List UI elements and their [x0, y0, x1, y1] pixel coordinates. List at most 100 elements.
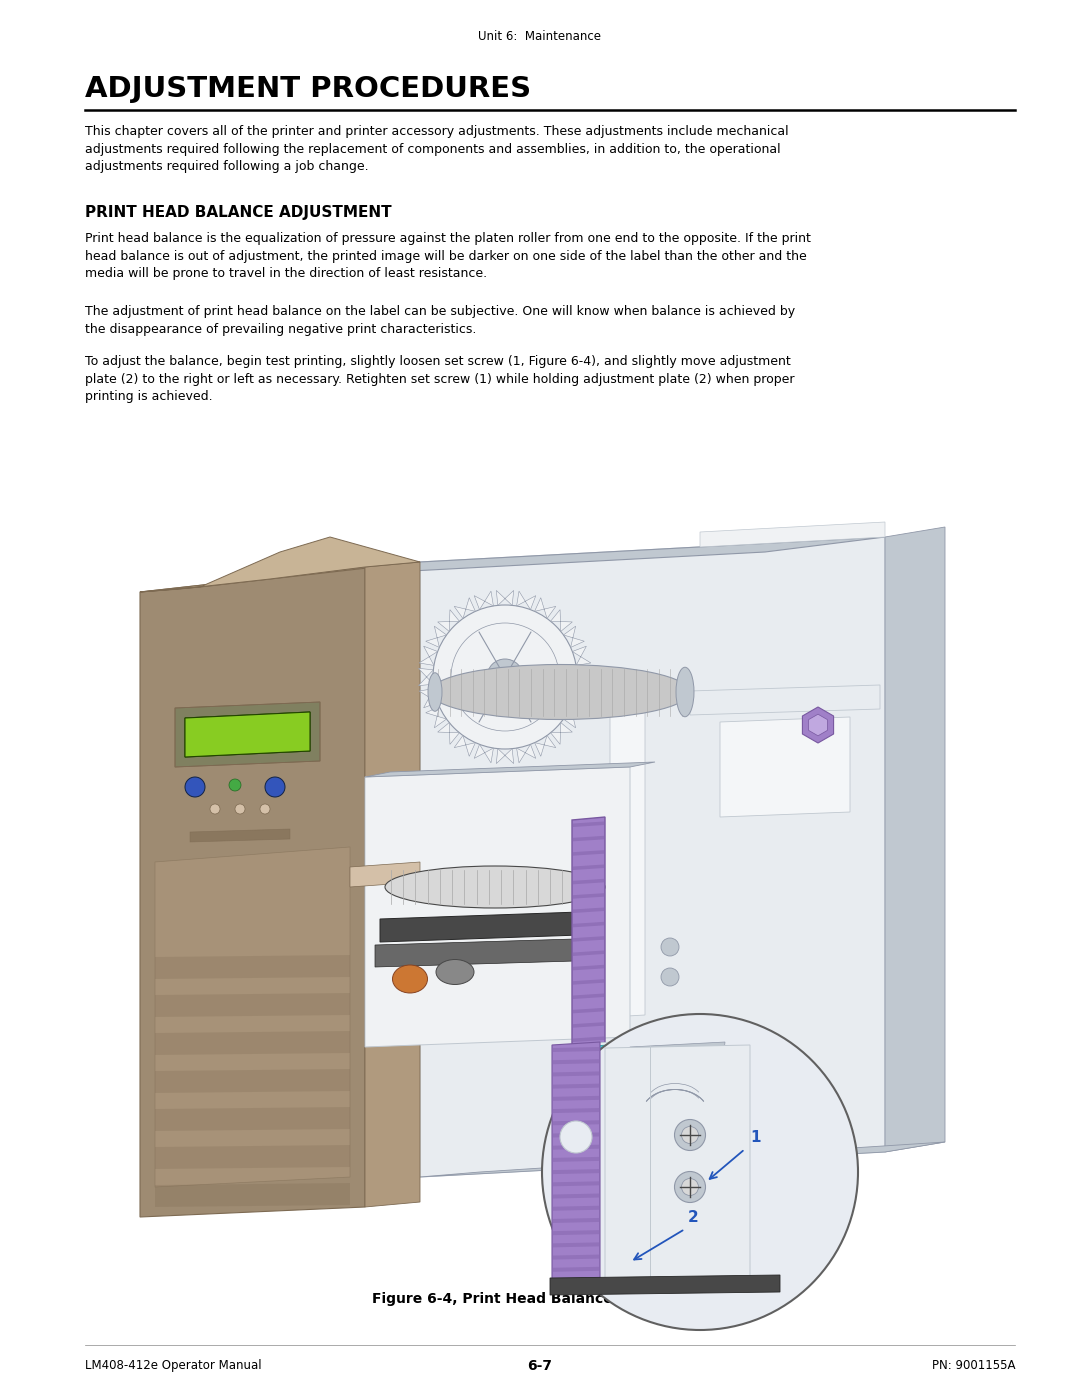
Polygon shape: [553, 1095, 599, 1101]
Polygon shape: [497, 749, 514, 764]
Polygon shape: [885, 527, 945, 1153]
Circle shape: [561, 1120, 592, 1153]
Polygon shape: [573, 950, 604, 956]
Polygon shape: [140, 567, 365, 1217]
Text: Figure 6-4, Print Head Balance Adjustment: Figure 6-4, Print Head Balance Adjustmen…: [372, 1292, 708, 1306]
Polygon shape: [720, 717, 850, 817]
Polygon shape: [535, 735, 556, 756]
Text: The adjustment of print head balance on the label can be subjective. One will kn: The adjustment of print head balance on …: [85, 305, 795, 335]
Polygon shape: [365, 761, 654, 777]
Polygon shape: [156, 993, 350, 1017]
Circle shape: [260, 805, 270, 814]
Polygon shape: [553, 1059, 599, 1065]
Polygon shape: [437, 722, 459, 745]
Text: Print head balance is the equalization of pressure against the platen roller fro: Print head balance is the equalization o…: [85, 232, 811, 279]
Polygon shape: [564, 707, 584, 728]
Polygon shape: [156, 1069, 350, 1092]
Polygon shape: [455, 598, 475, 619]
Polygon shape: [190, 828, 291, 842]
Polygon shape: [573, 936, 604, 942]
Polygon shape: [585, 1039, 650, 1062]
Ellipse shape: [392, 965, 428, 993]
Polygon shape: [553, 1084, 599, 1088]
Polygon shape: [572, 817, 605, 1052]
Polygon shape: [553, 1231, 599, 1235]
Polygon shape: [552, 1042, 600, 1292]
Circle shape: [451, 623, 559, 731]
Polygon shape: [474, 745, 494, 763]
Polygon shape: [140, 562, 420, 592]
Polygon shape: [553, 1242, 599, 1248]
Polygon shape: [418, 668, 433, 686]
Polygon shape: [553, 1193, 599, 1199]
Circle shape: [661, 968, 679, 986]
Ellipse shape: [676, 668, 694, 717]
Polygon shape: [420, 536, 885, 1178]
Polygon shape: [156, 1146, 350, 1169]
Circle shape: [433, 605, 577, 749]
Polygon shape: [474, 591, 494, 609]
Polygon shape: [573, 922, 604, 928]
Text: 1: 1: [750, 1130, 760, 1146]
Text: PRINT HEAD BALANCE ADJUSTMENT: PRINT HEAD BALANCE ADJUSTMENT: [85, 205, 392, 219]
Polygon shape: [572, 1045, 608, 1058]
Polygon shape: [140, 536, 420, 592]
Polygon shape: [553, 1157, 599, 1162]
Circle shape: [661, 937, 679, 956]
Circle shape: [542, 1014, 858, 1330]
Polygon shape: [573, 835, 604, 841]
Text: 6-7: 6-7: [527, 1359, 553, 1373]
Polygon shape: [156, 1031, 350, 1055]
Polygon shape: [809, 714, 827, 736]
Polygon shape: [175, 703, 320, 767]
Polygon shape: [551, 722, 572, 745]
Circle shape: [675, 1119, 705, 1151]
Ellipse shape: [436, 960, 474, 985]
Text: ADJUSTMENT PROCEDURES: ADJUSTMENT PROCEDURES: [85, 75, 531, 103]
Polygon shape: [700, 522, 885, 548]
Polygon shape: [553, 1280, 599, 1284]
Circle shape: [681, 1126, 699, 1144]
Polygon shape: [156, 1106, 350, 1132]
Polygon shape: [573, 979, 604, 985]
Polygon shape: [455, 735, 475, 756]
Ellipse shape: [430, 665, 690, 719]
Polygon shape: [156, 1183, 350, 1207]
Polygon shape: [437, 609, 459, 631]
Polygon shape: [573, 993, 604, 999]
Polygon shape: [690, 685, 880, 715]
Text: This chapter covers all of the printer and printer accessory adjustments. These : This chapter covers all of the printer a…: [85, 124, 788, 173]
Polygon shape: [553, 1108, 599, 1113]
Polygon shape: [550, 1275, 780, 1295]
Polygon shape: [350, 862, 420, 887]
Polygon shape: [573, 821, 604, 827]
Polygon shape: [610, 678, 645, 1017]
Polygon shape: [564, 626, 584, 647]
Ellipse shape: [428, 673, 442, 711]
Polygon shape: [553, 1255, 599, 1260]
Polygon shape: [516, 745, 536, 763]
Polygon shape: [375, 939, 575, 967]
Polygon shape: [802, 707, 834, 743]
Polygon shape: [553, 1182, 599, 1186]
Polygon shape: [578, 1053, 650, 1227]
Circle shape: [210, 805, 220, 814]
Circle shape: [229, 780, 241, 791]
Polygon shape: [553, 1169, 599, 1173]
Polygon shape: [553, 1206, 599, 1211]
Polygon shape: [573, 1023, 604, 1028]
Polygon shape: [573, 908, 604, 914]
Polygon shape: [551, 609, 572, 631]
Polygon shape: [573, 1037, 604, 1042]
Polygon shape: [553, 1120, 599, 1125]
Polygon shape: [365, 767, 630, 1046]
Polygon shape: [426, 707, 446, 728]
Polygon shape: [553, 1133, 599, 1137]
Polygon shape: [572, 689, 591, 708]
Text: To adjust the balance, begin test printing, slightly loosen set screw (1, Figure: To adjust the balance, begin test printi…: [85, 355, 795, 402]
Polygon shape: [553, 1267, 599, 1271]
Ellipse shape: [384, 866, 605, 908]
Polygon shape: [419, 647, 437, 665]
Polygon shape: [156, 847, 350, 1187]
Circle shape: [235, 805, 245, 814]
